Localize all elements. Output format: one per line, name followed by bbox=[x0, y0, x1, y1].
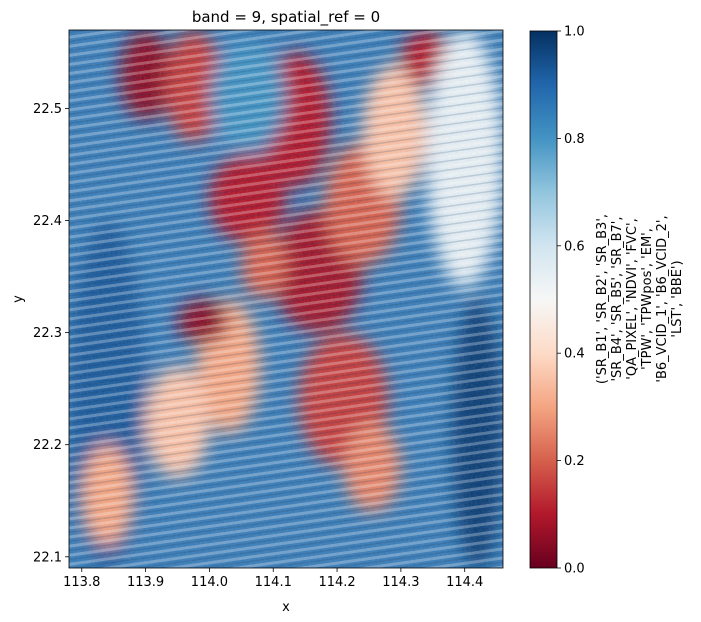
plot-area bbox=[69, 30, 503, 568]
colorbar-axis: 0.0 0.2 0.4 0.6 0.8 1.0 bbox=[557, 25, 585, 577]
x-tick-label: 114.2 bbox=[318, 575, 355, 590]
plot-frame bbox=[68, 29, 504, 569]
y-tick-label: 22.2 bbox=[33, 438, 62, 453]
y-tick-label: 22.4 bbox=[33, 214, 62, 229]
colorbar-label: ('SR_B1', 'SR_B2', 'SR_B3', 'SR_B4', 'SR_… bbox=[595, 214, 685, 384]
x-tick-label: 114.0 bbox=[191, 575, 228, 590]
x-axis: 113.8 113.9 114.0 114.1 114.2 114.3 114.4 bbox=[63, 568, 483, 590]
colorbar-label-line: ('SR_B1', 'SR_B2', 'SR_B3', bbox=[595, 214, 610, 384]
y-tick-label: 22.5 bbox=[33, 102, 62, 117]
x-axis-label: x bbox=[282, 600, 290, 615]
colorbar-tick-label: 0.2 bbox=[564, 454, 585, 469]
colorbar-label-line: 'TPW', 'TPWpos', 'EM', bbox=[640, 228, 655, 370]
chart-title: band = 9, spatial_ref = 0 bbox=[192, 8, 380, 27]
colorbar-label-line: 'QA_PIXEL', 'NDVI', 'FVC', bbox=[625, 218, 640, 379]
x-tick-label: 113.8 bbox=[63, 575, 100, 590]
heatmap-noise bbox=[69, 30, 503, 568]
colorbar-label-line: 'LST', 'BBE') bbox=[670, 260, 685, 337]
y-axis-label: y bbox=[11, 295, 26, 303]
x-tick-label: 114.1 bbox=[255, 575, 292, 590]
colorbar-tick-label: 0.6 bbox=[564, 239, 585, 254]
y-axis: 22.1 22.2 22.3 22.4 22.5 bbox=[33, 102, 69, 565]
colorbar-label-line: 'B6_VCID_1', 'B6_VCID_2', bbox=[655, 215, 670, 382]
x-tick-label: 114.3 bbox=[382, 575, 419, 590]
colorbar-tick-label: 0.4 bbox=[564, 347, 585, 362]
y-tick-label: 22.3 bbox=[33, 326, 62, 341]
colorbar-tick-label: 1.0 bbox=[564, 25, 585, 40]
colorbar-label-line: 'SR_B4', 'SR_B5', 'SR_B7', bbox=[610, 216, 625, 381]
x-tick-label: 113.9 bbox=[127, 575, 164, 590]
colorbar bbox=[529, 30, 558, 569]
y-tick-label: 22.1 bbox=[33, 550, 62, 565]
x-tick-label: 114.4 bbox=[446, 575, 483, 590]
colorbar-tick-label: 0.0 bbox=[564, 562, 585, 577]
colorbar-tick-label: 0.8 bbox=[564, 132, 585, 147]
